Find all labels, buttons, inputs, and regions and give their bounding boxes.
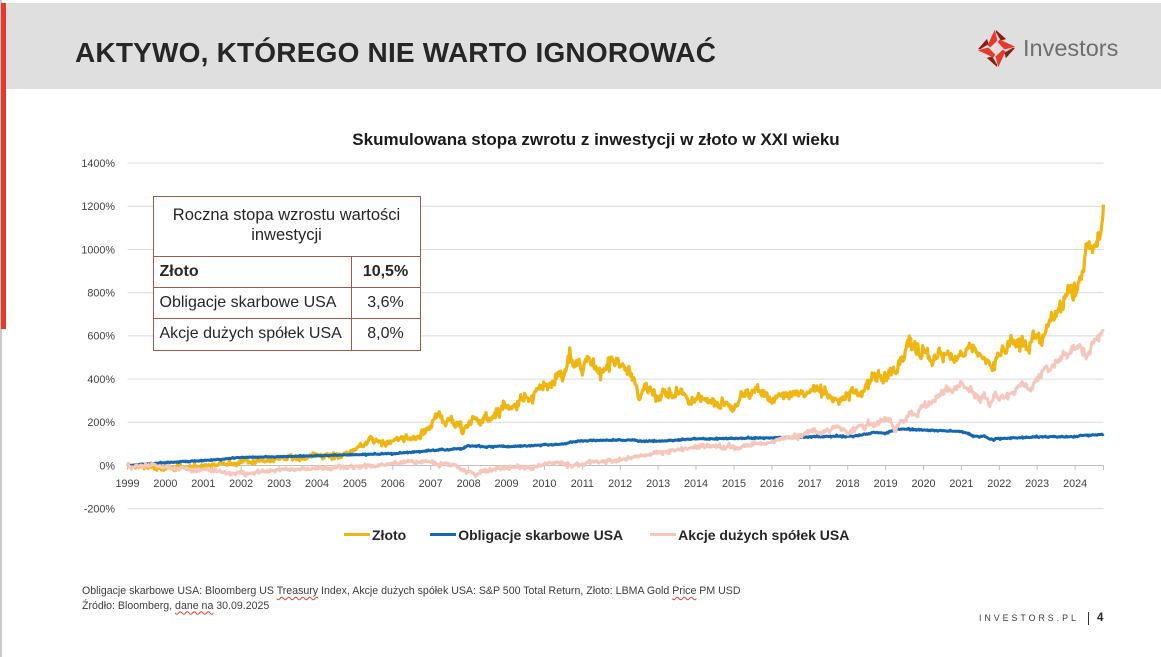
svg-text:2023: 2023 [1025, 478, 1049, 490]
svg-text:2004: 2004 [305, 478, 329, 490]
svg-text:2020: 2020 [911, 478, 935, 490]
svg-text:2024: 2024 [1063, 478, 1087, 490]
svg-text:600%: 600% [87, 331, 115, 343]
svg-text:400%: 400% [87, 374, 115, 386]
svg-text:800%: 800% [87, 288, 115, 300]
svg-text:1400%: 1400% [81, 158, 115, 170]
svg-text:200%: 200% [87, 417, 115, 429]
svg-text:2022: 2022 [987, 478, 1011, 490]
svg-text:0%: 0% [99, 460, 115, 472]
svg-text:2011: 2011 [571, 478, 594, 490]
svg-text:2019: 2019 [874, 478, 898, 490]
svg-text:2001: 2001 [191, 478, 215, 490]
svg-text:2005: 2005 [343, 478, 367, 490]
svg-text:2018: 2018 [836, 478, 860, 490]
svg-text:2008: 2008 [457, 478, 481, 490]
svg-text:2003: 2003 [267, 478, 291, 490]
svg-text:2016: 2016 [760, 478, 784, 490]
svg-text:2006: 2006 [381, 478, 405, 490]
svg-text:2017: 2017 [798, 478, 822, 490]
svg-text:-200%: -200% [84, 504, 116, 516]
svg-text:2014: 2014 [684, 478, 708, 490]
svg-text:1200%: 1200% [81, 201, 115, 213]
svg-text:2012: 2012 [608, 478, 632, 490]
svg-text:2013: 2013 [646, 478, 670, 490]
svg-text:2007: 2007 [419, 478, 443, 490]
svg-text:2002: 2002 [229, 478, 253, 490]
svg-text:2010: 2010 [532, 478, 556, 490]
svg-text:2021: 2021 [949, 478, 973, 490]
svg-text:1000%: 1000% [81, 244, 115, 256]
svg-text:2009: 2009 [494, 478, 518, 490]
svg-text:2015: 2015 [722, 478, 746, 490]
svg-text:2000: 2000 [153, 478, 177, 490]
svg-text:1999: 1999 [115, 478, 139, 490]
